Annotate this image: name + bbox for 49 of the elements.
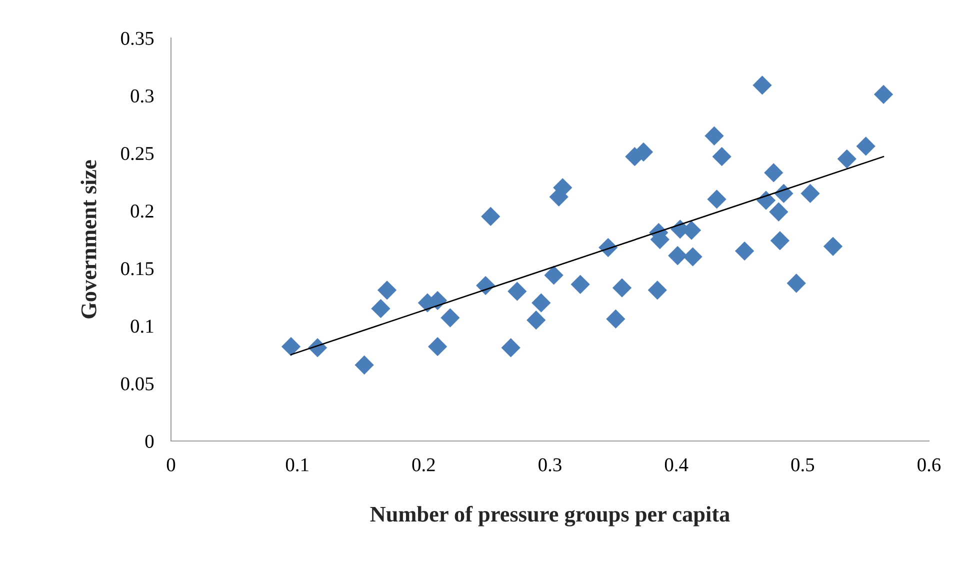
point [823,236,843,256]
point [508,282,527,301]
y-tick-label: 0.15 [121,262,154,276]
point [570,274,590,294]
point [769,202,788,222]
point [440,308,460,328]
x-tick-label: 0.2 [412,458,435,472]
y-tick-label: 0 [145,434,154,448]
point [606,309,626,329]
point [786,274,806,293]
point [281,337,301,356]
point [648,280,667,300]
point [704,126,724,146]
point [428,337,448,356]
point [501,338,520,358]
y-axis-title: Government size [80,160,96,318]
point [764,163,784,182]
point [481,206,500,226]
point [752,76,772,95]
y-tick-label: 0.05 [121,377,154,390]
point [612,278,632,298]
point [377,280,397,300]
x-tick-label: 0.3 [538,458,562,472]
point [800,184,820,204]
point [354,355,374,375]
x-axis-title: Number of pressure groups per capita [370,506,730,526]
y-tick-label: 0.35 [121,32,154,46]
point [712,147,732,166]
point [526,310,546,330]
point [683,247,702,266]
point [668,246,688,266]
point [856,136,876,156]
x-tick-label: 0.5 [791,458,814,472]
point [532,293,551,312]
y-tick-label: 0.2 [130,204,154,218]
point [371,299,390,318]
y-tick-label: 0.1 [130,320,154,333]
y-tick-label: 0.3 [130,89,154,103]
x-tick-label: 0 [166,458,176,472]
point [544,266,564,285]
point [734,241,754,261]
point [874,84,894,104]
point [707,190,726,209]
x-tick-label: 0.1 [286,458,308,472]
x-tick-label: 0.4 [664,458,688,472]
x-tick-label: 0.6 [918,458,941,472]
y-tick-label: 0.25 [121,146,154,160]
point [770,231,790,250]
point [837,149,856,168]
